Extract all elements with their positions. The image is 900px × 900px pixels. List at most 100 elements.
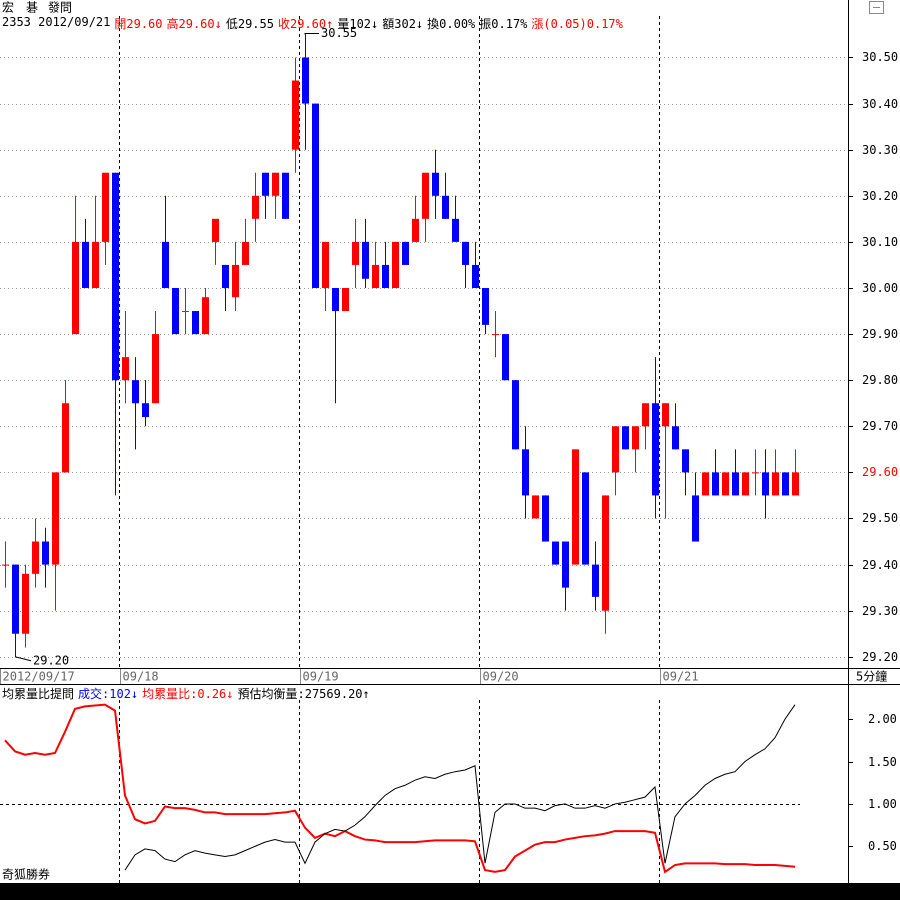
candle-body [662, 403, 669, 427]
candle-body [272, 172, 279, 196]
info-item: 低29.55 [225, 17, 274, 31]
y-tick-label: 29.60 [862, 465, 898, 479]
candle-body [422, 172, 429, 219]
candle-body [112, 172, 119, 381]
y-tick-label: 29.20 [862, 650, 898, 664]
y-tick-label: 29.80 [862, 373, 898, 387]
y-tick-label: 29.40 [862, 558, 898, 572]
candle-body [312, 103, 319, 288]
info-item: 換0.00% [427, 17, 476, 31]
candle-body [72, 241, 79, 335]
y-tick-label: 29.50 [862, 511, 898, 525]
candle-body [222, 264, 229, 288]
candle-body [212, 218, 219, 242]
candle-body [332, 287, 339, 312]
candle-body [432, 172, 439, 196]
info-item: 振0.17% [479, 17, 528, 31]
y-tick-label: 30.40 [862, 97, 898, 111]
candle-body [772, 472, 779, 496]
candle-body [642, 403, 649, 427]
candle-body [612, 426, 619, 473]
candle-body [472, 264, 479, 288]
low-label: 29.20 [33, 653, 69, 667]
candle-body [782, 472, 789, 496]
candle-body [402, 241, 409, 265]
info-item: 漲(0.05)0.17% [531, 17, 623, 31]
indicator-line [124, 704, 796, 871]
candle-body [372, 264, 379, 288]
candle-body [122, 357, 129, 381]
candle-body [762, 472, 769, 496]
info-item: 收29.60↑ [277, 17, 334, 31]
candle-body [242, 241, 249, 265]
candle-body [532, 495, 539, 519]
candle-body [732, 472, 739, 496]
candle-body [552, 541, 559, 565]
high-leader [304, 32, 319, 35]
candle-body [182, 311, 189, 313]
y-tick-label: 30.20 [862, 189, 898, 203]
y-tick-label: 30.50 [862, 50, 898, 64]
candle-body [252, 195, 259, 219]
candle-body [592, 564, 599, 597]
candle-body [202, 297, 209, 335]
candle-body [342, 287, 349, 312]
y-tick-label: 2.00 [868, 712, 897, 726]
y-tick-label: 30.10 [862, 235, 898, 249]
y-tick-label: 29.90 [862, 327, 898, 341]
candle-body [142, 403, 149, 418]
candle-body [602, 495, 609, 611]
candle-body [522, 449, 529, 496]
candle-body [32, 541, 39, 574]
x-tick-label: 2012/09/17 [3, 670, 75, 684]
info-item: 高29.60↓ [166, 17, 222, 31]
footer-brand: 奇狐勝券 [2, 867, 50, 882]
info-item: 成交:102↓ [78, 687, 139, 701]
y-tick-label: 0.50 [868, 839, 897, 853]
info-item: 額302↓ [382, 17, 424, 31]
x-tick-label: 09/19 [303, 670, 339, 684]
candle-body [462, 241, 469, 265]
candle-body [152, 334, 159, 404]
candle-body [712, 472, 719, 496]
candle-body [172, 287, 179, 335]
candle-body [2, 564, 9, 566]
status-bar [0, 884, 900, 900]
candle-body [702, 472, 709, 496]
x-tick-label: 09/21 [663, 670, 699, 684]
candle-body [22, 573, 29, 634]
info-item: 量102↓ [337, 17, 379, 31]
info-item: 均累量比:0.26↓ [142, 687, 234, 701]
ask-button[interactable]: 發問 [48, 0, 72, 15]
candle-body [512, 380, 519, 450]
candle-body [322, 241, 329, 288]
candle-body [392, 241, 399, 288]
y-tick-label: 1.50 [868, 755, 897, 769]
y-tick-label: 1.00 [868, 797, 897, 811]
candle-body [792, 472, 799, 496]
candle-body [302, 57, 309, 104]
candle-body [42, 541, 49, 565]
candle-body [692, 495, 699, 542]
candle-body [752, 472, 759, 474]
candle-body [382, 264, 389, 288]
y-tick-label: 29.30 [862, 604, 898, 618]
candle-body [502, 334, 509, 381]
candle-body [572, 449, 579, 565]
candle-body [542, 495, 549, 542]
indicator-info: 均累量比提問 成交:102↓ 均累量比:0.26↓ 預估均衡量:27569.20↑ [2, 685, 370, 702]
candle-body [362, 241, 369, 279]
candle-body [192, 311, 199, 335]
info-item: 開29.60 [114, 17, 163, 31]
candle-body [672, 426, 679, 450]
candle-body [632, 426, 639, 450]
price-info: 2353 2012/09/21 開29.60 高29.60↓ 低29.55 收29.60… [2, 15, 623, 32]
candle-body [412, 218, 419, 242]
candle-body [742, 472, 749, 496]
low-leader [14, 656, 32, 662]
candle-body [562, 541, 569, 588]
indicator-line [4, 703, 796, 874]
candle-body [442, 195, 449, 219]
